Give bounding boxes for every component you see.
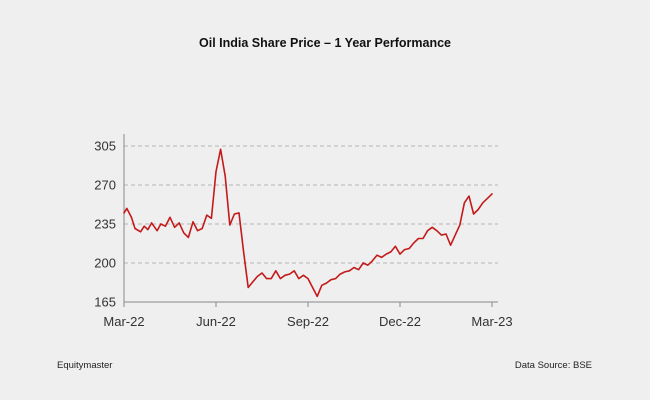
chart-title: Oil India Share Price – 1 Year Performan… — [199, 36, 451, 50]
x-tick-label: Jun-22 — [196, 314, 236, 329]
y-tick-label: 200 — [94, 256, 116, 271]
footer-brand: Equitymaster — [57, 360, 113, 371]
data-source-label: Data Source: BSE — [514, 360, 592, 371]
y-tick-label: 165 — [94, 295, 116, 310]
y-tick-label: 235 — [94, 217, 116, 232]
price-series-line — [123, 148, 493, 298]
x-tick-label: Sep-22 — [287, 314, 329, 329]
y-tick-label: 305 — [94, 139, 116, 154]
x-tick-label: Dec-22 — [379, 314, 421, 329]
y-tick-label: 270 — [94, 178, 116, 193]
x-tick-label: Mar-23 — [471, 314, 512, 329]
x-tick-label: Mar-22 — [103, 314, 144, 329]
